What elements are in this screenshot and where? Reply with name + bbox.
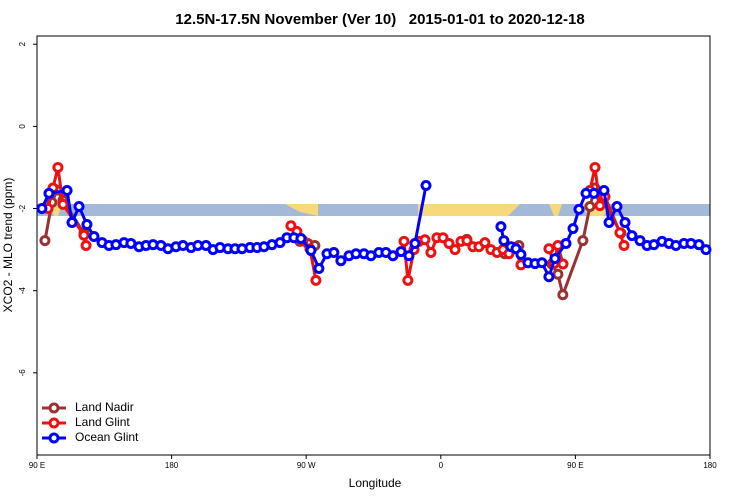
land-mask-band: [37, 204, 710, 216]
data-point: [39, 235, 51, 247]
data-point: [557, 258, 569, 270]
data-point: [700, 244, 712, 256]
data-point: [425, 246, 437, 258]
data-point: [81, 219, 93, 231]
x-tick-label: 180: [165, 461, 179, 470]
data-point: [403, 250, 415, 262]
data-point: [573, 203, 585, 215]
data-point: [80, 240, 92, 251]
data-point: [560, 237, 572, 249]
data-point: [693, 239, 705, 251]
data-point: [634, 235, 646, 247]
data-point: [409, 237, 421, 249]
data-point: [577, 235, 589, 247]
data-point: [420, 180, 432, 192]
data-point: [498, 235, 510, 247]
legend-label: Land Nadir: [75, 400, 134, 414]
land-patch: [418, 204, 520, 216]
land-patch: [285, 204, 318, 216]
data-point: [61, 184, 73, 196]
plot-frame: [36, 35, 711, 456]
data-point: [619, 216, 631, 228]
data-point: [626, 230, 638, 242]
data-point: [557, 289, 569, 301]
data-point: [495, 221, 507, 233]
y-tick-label: 2: [18, 41, 27, 46]
data-point: [73, 200, 85, 212]
land-patch: [549, 204, 562, 216]
data-point: [552, 268, 564, 280]
data-point: [611, 200, 623, 212]
x-tick-label: 90 E: [567, 461, 583, 470]
data-point: [313, 263, 325, 275]
data-point: [588, 187, 600, 199]
data-point: [443, 237, 455, 249]
y-tick-label: -6: [18, 369, 27, 377]
data-point: [598, 184, 610, 196]
x-tick-label: 180: [703, 461, 717, 470]
data-point: [66, 216, 78, 228]
data-point: [57, 198, 69, 210]
data-point: [305, 244, 317, 256]
legend-marker: [48, 417, 60, 429]
data-point: [36, 203, 48, 215]
data-point: [584, 200, 596, 212]
data-point: [387, 250, 399, 262]
data-point: [395, 246, 407, 258]
data-point: [618, 240, 630, 251]
data-point: [419, 234, 431, 246]
legend-label: Ocean Glint: [75, 430, 139, 444]
data-point: [449, 244, 461, 256]
legend-marker: [48, 432, 60, 444]
ocean-band: [37, 204, 710, 216]
legend-marker: [48, 402, 60, 414]
x-tick-label: 90 W: [297, 461, 316, 470]
x-tick-label: 90 E: [29, 461, 45, 470]
data-point: [614, 227, 626, 239]
data-point: [567, 223, 579, 235]
data-point: [549, 253, 561, 265]
x-axis-label: Longitude: [349, 476, 402, 490]
y-tick-label: 0: [18, 124, 27, 129]
data-point: [589, 161, 601, 173]
data-point: [594, 200, 606, 212]
data-point: [479, 237, 491, 249]
data-point: [274, 237, 286, 249]
data-point: [543, 243, 555, 255]
y-tick-label: -2: [18, 204, 27, 212]
data-point: [543, 271, 555, 283]
data-point: [603, 216, 615, 228]
data-point: [335, 255, 347, 267]
data-point: [461, 235, 473, 247]
data-point: [402, 274, 414, 286]
legend-label: Land Glint: [75, 415, 130, 429]
chart-title: 12.5N-17.5N November (Ver 10) 2015-01-01…: [175, 11, 584, 28]
data-point: [52, 161, 64, 173]
data-point: [328, 246, 340, 258]
y-tick-label: -4: [18, 287, 27, 295]
data-point: [88, 230, 100, 242]
series: [36, 180, 712, 283]
data-point: [295, 233, 307, 245]
x-tick-label: 0: [439, 461, 444, 470]
data-point: [310, 274, 322, 286]
data-point: [78, 229, 90, 241]
y-axis-label: XCO2 - MLO trend (ppm): [1, 178, 15, 313]
data-point: [398, 235, 410, 247]
data-point: [536, 257, 548, 269]
data-point: [515, 249, 527, 261]
data-point: [43, 187, 55, 199]
